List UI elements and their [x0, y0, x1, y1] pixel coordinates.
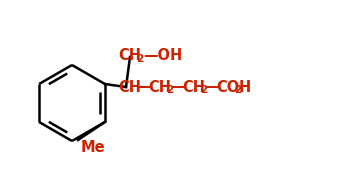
- Text: 2: 2: [200, 85, 207, 95]
- Text: H: H: [239, 80, 251, 94]
- Text: CH: CH: [118, 48, 141, 63]
- Text: 2: 2: [234, 85, 241, 95]
- Text: —: —: [204, 80, 219, 94]
- Text: 2: 2: [166, 85, 173, 95]
- Text: CH: CH: [148, 80, 171, 94]
- Text: —: —: [170, 80, 184, 94]
- Text: CH: CH: [182, 80, 205, 94]
- Text: Me: Me: [81, 140, 106, 156]
- Text: CH: CH: [118, 80, 141, 94]
- Text: —OH: —OH: [143, 48, 182, 63]
- Text: —: —: [136, 80, 150, 94]
- Text: 2: 2: [136, 54, 143, 64]
- Text: CO: CO: [216, 80, 239, 94]
